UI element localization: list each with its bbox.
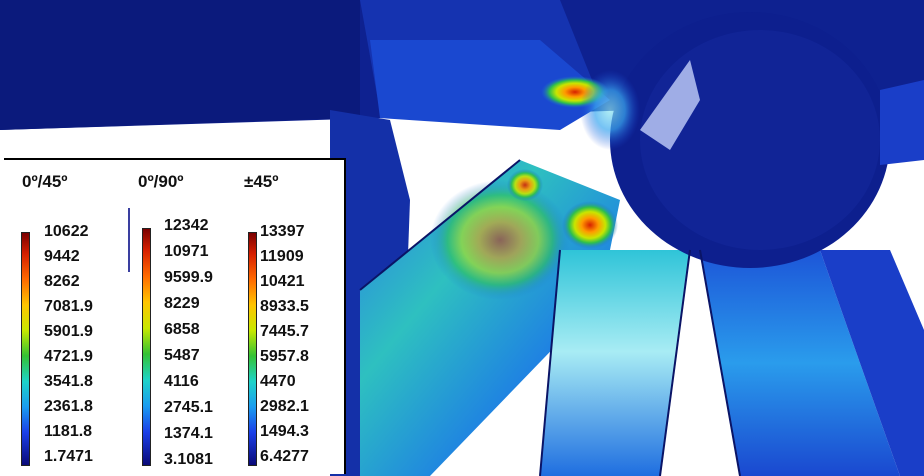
tick-label: 9442: [44, 248, 80, 265]
tick-label: 2982.1: [260, 398, 309, 415]
tick-label: 6.4277: [260, 448, 309, 465]
tick-label: 10421: [260, 273, 305, 290]
tick-label: 12342: [164, 217, 209, 234]
tick-label: 10622: [44, 223, 89, 240]
colorbar-0-90: [142, 228, 151, 466]
tick-label: 5901.9: [44, 323, 93, 340]
colorbar-0-45: [21, 232, 30, 466]
tick-label: 3541.8: [44, 373, 93, 390]
tick-label: 11909: [260, 248, 304, 265]
tick-label: 7445.7: [260, 323, 309, 340]
tick-label: 9599.9: [164, 269, 213, 286]
ticks-0-45: 10622 9442 8262 7081.9 5901.9 4721.9 354…: [44, 224, 134, 474]
tick-label: 5487: [164, 347, 200, 364]
tick-label: 4470: [260, 373, 296, 390]
legend-panel: 0º/45º 10622 9442 8262 7081.9 5901.9 472…: [4, 158, 346, 474]
legend-title-pm45: ±45º: [244, 172, 279, 191]
tick-label: 7081.9: [44, 298, 93, 315]
tick-label: 5957.8: [260, 348, 309, 365]
tick-label: 2361.8: [44, 398, 93, 415]
tick-label: 1374.1: [164, 425, 213, 442]
tick-label: 3.1081: [164, 451, 213, 468]
tick-label: 1494.3: [260, 423, 309, 440]
tick-label: 4116: [164, 373, 199, 390]
legend-title-0-90: 0º/90º: [138, 172, 184, 191]
tick-label: 13397: [260, 223, 305, 240]
legend-title-0-45: 0º/45º: [22, 172, 68, 191]
ticks-pm45: 13397 11909 10421 8933.5 7445.7 5957.8 4…: [260, 224, 342, 474]
colorbar-pm45: [248, 232, 257, 466]
tick-label: 2745.1: [164, 399, 213, 416]
tick-label: 4721.9: [44, 348, 93, 365]
tick-label: 8229: [164, 295, 200, 312]
tick-label: 8933.5: [260, 298, 309, 315]
tick-label: 10971: [164, 243, 209, 260]
ticks-0-90: 12342 10971 9599.9 8229 6858 5487 4116 2…: [164, 218, 254, 474]
tick-label: 6858: [164, 321, 200, 338]
tick-label: 1.7471: [44, 448, 93, 465]
tick-label: 1181.8: [44, 423, 93, 440]
tick-label: 8262: [44, 273, 80, 290]
legend-divider: [128, 208, 130, 272]
